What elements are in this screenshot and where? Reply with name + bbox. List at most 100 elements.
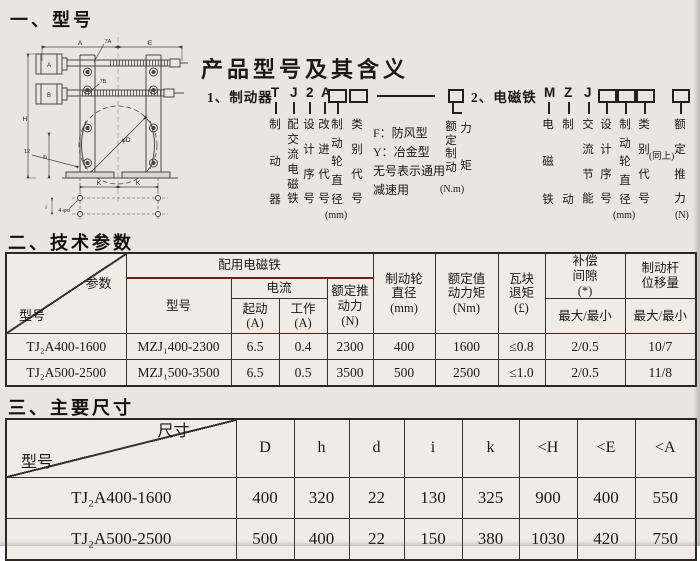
brake-assembly-drawing: A E 7A 7B A B H h 12 φD K K i 4-φd [23,37,188,219]
column-header-rated-thrust: 额定推 动力 (N) [326,277,374,335]
column-header-max-min-1: 最大/最小 [544,298,626,335]
thrust-unit: (N) [675,210,689,221]
column-header-max-min-2: 最大/最小 [624,298,697,335]
column-header-i: i [403,418,463,478]
column-header-D: D [235,418,295,478]
wheel-diameter-label: φD [122,137,131,144]
magnet-code-prefix: 2、电磁铁 [471,90,537,105]
note-none-2: 减速用 [373,183,410,197]
dim-label-e: E [148,40,153,47]
tick [548,102,550,114]
tick [568,102,570,114]
brake-code-a: A [321,85,331,100]
cell-comp-gap: 2/0.5 [544,359,626,387]
column-header-torque: 额定值 动力矩 (Nm) [434,252,499,335]
cell-wheel-dia: 400 [372,333,436,361]
label-design-no: 设计序号 [303,119,315,206]
tick [337,102,339,114]
table-row: TJ₂A400-1600 400 320 22 130 325 900 400 … [5,476,697,519]
label-class-code-2: 类别代号 [638,119,650,206]
section1-title: 一、型号 [10,10,94,30]
table-row: TJ₂A500-2500 MZJ₁500-3500 6.5 0.5 3500 5… [5,359,697,387]
dim-label-k1: K [97,180,102,187]
note-none-1: 无号表示通用 [373,164,446,178]
column-header-pad-clearance: 瓦块 退矩 (£) [497,252,546,335]
cell-lever-travel: 10/7 [624,333,697,361]
torque-connector [452,101,462,114]
cell-D: 400 [235,476,295,519]
label-brake-device: 制动器 [269,119,281,206]
column-header-magnet-model: 型号 [125,277,232,335]
brake-code-2: 2 [306,85,314,100]
cell-A: 550 [634,476,697,519]
code-box-torque [448,89,464,103]
label-design-no-2: 设计序号 [600,119,612,206]
label-wheel-diameter-2: 制动轮直径 [619,119,631,206]
cell-i: 150 [403,517,463,561]
cell-start-current: 6.5 [230,359,280,387]
magnet-code-j: J [584,85,592,100]
dim-label-i: i [45,205,46,211]
column-header-work-current: 工作 (A) [278,298,328,335]
cell-lever-travel: 11/8 [624,359,697,387]
column-header-h: h [293,418,350,478]
tick [275,102,277,114]
code-box [349,89,368,103]
code-connector-line [377,95,435,97]
wheel-unit-2: (mm) [613,210,636,221]
dim-label-h-small: h [43,154,47,161]
label-rated-torque-2: 力矩 [460,123,472,172]
diag-model-label: 型号 [19,307,46,323]
class-code-notes: F：防风型 Y：冶金型 无号表示通用 减速用 [373,124,445,200]
cell-thrust: 3500 [326,359,374,387]
technical-parameters-table: 参数 型号 配用电磁铁 制动轮 直径 (mm) 额定值 动力矩 (Nm) 瓦块 … [5,252,698,388]
code-box [328,89,347,103]
cell-i: 130 [403,476,463,519]
cell-D: 500 [235,517,295,561]
same-as-above-note: (同上) [649,152,675,162]
column-group-magnet: 配用电磁铁 [125,252,374,279]
column-header-wheel-dia: 制动轮 直径 (mm) [372,252,436,335]
torque-unit: (N.m) [440,184,465,195]
cell-thrust: 2300 [326,333,374,361]
label-ac-energy: 交流节能 [582,119,594,206]
drawing-labels: A E 7A 7B A B H h 12 φD K K i 4-φd [23,39,153,214]
label-electromagnet: 电磁铁 [542,119,554,206]
label-rated-thrust: 额定推力 [674,119,686,206]
section3-title: 三、主要尺寸 [8,398,134,418]
label-class-code: 类别代号 [351,119,363,206]
cell-magnet-model: MZJ₁400-2300 [125,333,232,361]
diagonal-header: 尺寸 型号 [5,418,237,478]
cell-h: 320 [293,476,350,519]
part-label-7a: 7A [105,39,112,45]
column-header-E: <E [576,418,636,478]
column-header-k: k [461,418,520,478]
tick [309,102,311,114]
diag-params-label: 参数 [85,276,112,291]
cell-torque: 2500 [434,359,499,387]
cell-H: 900 [518,476,578,519]
dim-label-h-total: H [23,116,28,123]
section2-title: 二、技术参数 [8,233,134,253]
cell-A: 750 [634,517,697,561]
cell-k: 380 [461,517,520,561]
cell-d: 22 [348,517,405,561]
code-box [617,89,636,103]
cell-k: 325 [461,476,520,519]
tick [324,102,326,114]
diagonal-header: 参数 型号 [5,252,127,335]
tick [588,102,590,114]
note-y: Y：冶金型 [373,145,430,159]
main-dimensions-table: 尺寸 型号 D h d i k <H <E <A TJ₂A400-1600 40… [5,418,697,561]
model-code-diagram: 产品型号及其含义 1、制动器 T J 2 A 2、电磁铁 M Z J 制动器 配… [195,40,700,230]
code-box [598,89,617,103]
table-row: TJ₂A500-2500 500 400 22 150 380 1030 420… [5,517,697,561]
brake-code-t: T [271,85,280,100]
magnet-b-label: B [47,93,51,99]
cell-H: 1030 [518,517,578,561]
diag-model-label: 型号 [21,453,54,471]
code-box [636,89,655,103]
cell-d: 22 [348,476,405,519]
column-header-d: d [348,418,405,478]
note-label-12: 12 [24,149,30,155]
